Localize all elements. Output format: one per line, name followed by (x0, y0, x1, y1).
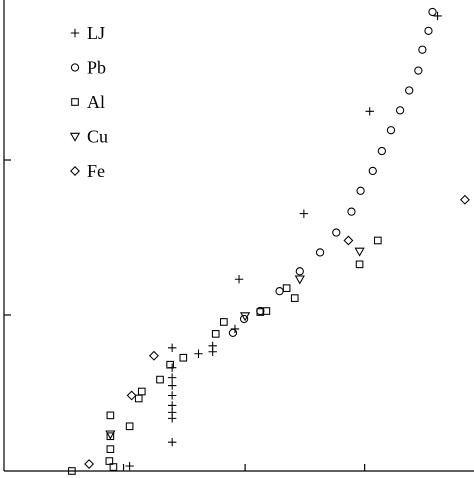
legend-label-cu: Cu (87, 127, 108, 147)
point-pb-13 (295, 267, 304, 276)
point-fe-4 (84, 459, 95, 469)
point-al-6 (220, 318, 228, 326)
point-pb-0 (428, 7, 437, 17)
point-lj-17 (125, 461, 134, 471)
series-pb (228, 7, 437, 338)
axes (3, 0, 474, 472)
point-lj-11 (167, 381, 177, 390)
point-al-5 (256, 308, 265, 316)
series-al (68, 236, 382, 475)
legend-item-fe: Fe (70, 161, 105, 181)
point-pb-5 (395, 106, 405, 115)
point-cu-0 (354, 247, 365, 257)
legend-label-pb: Pb (87, 58, 106, 78)
point-al-12 (134, 394, 143, 403)
point-pb-7 (377, 146, 386, 156)
point-lj-1 (365, 107, 374, 116)
legend-label-lj: LJ (87, 23, 105, 43)
point-lj-5 (194, 349, 203, 358)
point-lj-15 (167, 414, 177, 423)
point-pb-10 (347, 207, 356, 216)
point-fe-3 (126, 390, 137, 401)
legend-item-lj: LJ (70, 23, 105, 43)
point-al-10 (156, 375, 164, 384)
point-al-19 (68, 467, 76, 475)
point-al-17 (105, 457, 114, 465)
point-lj-2 (299, 209, 309, 218)
point-cu-1 (294, 275, 305, 285)
series-cu (105, 247, 365, 440)
point-pb-2 (418, 45, 427, 54)
point-lj-12 (167, 391, 177, 400)
legend-item-cu: Cu (69, 127, 108, 147)
point-pb-12 (315, 248, 325, 257)
point-al-2 (290, 294, 299, 302)
series-lj (125, 11, 442, 471)
point-pb-6 (386, 126, 396, 135)
point-pb-16 (239, 314, 249, 324)
point-fe-1 (343, 235, 354, 246)
legend: LJ Pb Al Cu Fe (69, 23, 108, 181)
point-lj-16 (167, 437, 177, 447)
point-pb-17 (228, 328, 238, 338)
point-cu-2 (240, 312, 251, 322)
point-pb-14 (275, 287, 284, 296)
point-fe-2 (148, 350, 159, 361)
point-lj-3 (234, 275, 244, 284)
point-al-1 (355, 260, 364, 269)
legend-marker-fe (70, 166, 80, 176)
point-lj-10 (167, 373, 177, 382)
point-pb-4 (405, 86, 414, 95)
point-lj-4 (167, 343, 177, 352)
legend-label-al: Al (87, 92, 105, 112)
point-pb-1 (424, 26, 433, 35)
point-al-7 (211, 330, 220, 338)
point-pb-8 (368, 166, 377, 176)
point-al-16 (106, 445, 115, 453)
legend-item-al: Al (71, 92, 105, 112)
point-lj-7 (208, 347, 217, 356)
point-pb-3 (414, 66, 423, 75)
point-al-11 (137, 387, 146, 396)
point-fe-0 (459, 194, 470, 205)
series-fe (84, 194, 470, 469)
point-al-14 (125, 422, 134, 431)
point-lj-0 (433, 11, 442, 21)
point-cu-3 (105, 430, 116, 440)
legend-label-fe: Fe (87, 161, 105, 181)
point-al-13 (106, 411, 115, 420)
legend-marker-cu (69, 132, 81, 142)
point-al-18 (109, 463, 118, 471)
point-pb-11 (332, 228, 341, 237)
legend-marker-lj (70, 28, 80, 38)
point-al-8 (179, 353, 188, 362)
point-al-0 (373, 236, 382, 245)
legend-item-pb: Pb (70, 58, 106, 78)
point-pb-9 (356, 186, 365, 195)
point-al-9 (166, 360, 174, 369)
legend-marker-pb (70, 63, 80, 72)
data-points (68, 7, 470, 475)
legend-marker-al (71, 98, 79, 106)
point-al-15 (106, 432, 115, 441)
point-al-3 (282, 284, 291, 292)
